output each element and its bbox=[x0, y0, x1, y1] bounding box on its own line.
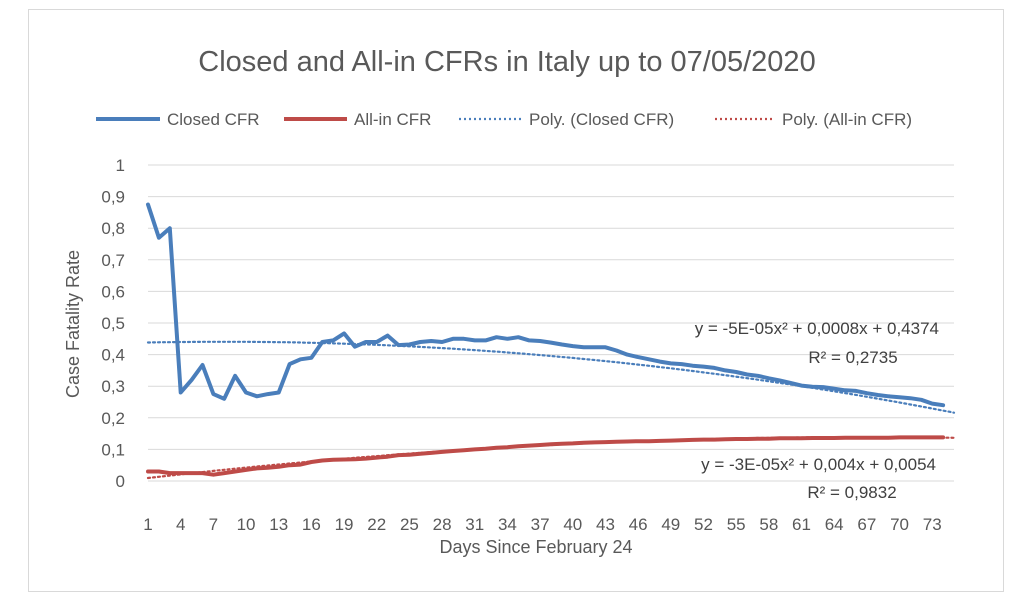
legend-label-poly-all-in-cfr: Poly. (All-in CFR) bbox=[782, 110, 912, 129]
y-tick-label: 0,4 bbox=[101, 346, 125, 365]
y-axis-ticks: 0 0,1 0,2 0,3 0,4 0,5 0,6 0,7 0,8 0,9 1 bbox=[101, 156, 125, 491]
y-tick-label: 0,2 bbox=[101, 409, 125, 428]
y-tick-label: 0,7 bbox=[101, 251, 125, 270]
x-tick-label: 67 bbox=[857, 515, 876, 534]
y-tick-label: 0,8 bbox=[101, 219, 125, 238]
gridlines bbox=[148, 164, 954, 450]
y-tick-label: 0,3 bbox=[101, 377, 125, 396]
closed-cfr-trend-r2: R² = 0,2735 bbox=[808, 348, 897, 367]
x-tick-label: 1 bbox=[143, 515, 152, 534]
x-axis-label: Days Since February 24 bbox=[439, 537, 632, 557]
chart-title: Closed and All-in CFRs in Italy up to 07… bbox=[198, 46, 815, 78]
x-tick-label: 31 bbox=[465, 515, 484, 534]
x-tick-label: 64 bbox=[825, 515, 844, 534]
x-tick-label: 52 bbox=[694, 515, 713, 534]
all-in-cfr-trend-equation: y = -3E-05x² + 0,004x + 0,0054 bbox=[701, 455, 936, 474]
y-tick-label: 0,9 bbox=[101, 188, 125, 207]
x-tick-label: 40 bbox=[563, 515, 582, 534]
series-line-all-in-cfr bbox=[146, 435, 946, 477]
x-axis-ticks: 1 4 7 10 13 16 19 22 25 28 31 34 37 40 43 46 49 52 55 58 61 6… bbox=[143, 515, 941, 534]
x-tick-label: 46 bbox=[629, 515, 648, 534]
y-tick-label: 0,1 bbox=[101, 440, 125, 459]
all-in-cfr-trend-r2: R² = 0,9832 bbox=[807, 483, 896, 502]
x-tick-label: 55 bbox=[727, 515, 746, 534]
x-tick-label: 28 bbox=[433, 515, 452, 534]
y-tick-label: 0 bbox=[116, 472, 125, 491]
x-tick-label: 10 bbox=[237, 515, 256, 534]
y-axis-label: Case Fatality Rate bbox=[63, 250, 83, 398]
x-tick-label: 19 bbox=[335, 515, 354, 534]
y-tick-label: 1 bbox=[116, 156, 125, 175]
x-tick-label: 16 bbox=[302, 515, 321, 534]
legend-label-poly-closed-cfr: Poly. (Closed CFR) bbox=[529, 110, 674, 129]
series-lines bbox=[146, 202, 946, 477]
chart-frame: Closed and All-in CFRs in Italy up to 07… bbox=[28, 9, 1004, 592]
legend-label-all-in-cfr: All-in CFR bbox=[354, 110, 431, 129]
x-tick-label: 13 bbox=[269, 515, 288, 534]
x-tick-label: 25 bbox=[400, 515, 419, 534]
x-tick-label: 7 bbox=[209, 515, 218, 534]
x-tick-label: 70 bbox=[890, 515, 909, 534]
x-tick-label: 73 bbox=[923, 515, 942, 534]
y-tick-label: 0,5 bbox=[101, 314, 125, 333]
y-tick-label: 0,6 bbox=[101, 282, 125, 301]
x-tick-label: 4 bbox=[176, 515, 185, 534]
x-tick-label: 58 bbox=[759, 515, 778, 534]
x-tick-label: 49 bbox=[661, 515, 680, 534]
series-line-closed-cfr bbox=[146, 202, 946, 408]
chart: Closed and All-in CFRs in Italy up to 07… bbox=[63, 46, 956, 557]
x-tick-label: 34 bbox=[498, 515, 517, 534]
legend: Closed CFR All-in CFR Poly. (Closed CFR)… bbox=[96, 110, 912, 129]
x-tick-label: 37 bbox=[531, 515, 550, 534]
x-tick-label: 22 bbox=[367, 515, 386, 534]
x-tick-label: 61 bbox=[792, 515, 811, 534]
closed-cfr-trend-equation: y = -5E-05x² + 0,0008x + 0,4374 bbox=[695, 319, 939, 338]
legend-label-closed-cfr: Closed CFR bbox=[167, 110, 260, 129]
x-tick-label: 43 bbox=[596, 515, 615, 534]
